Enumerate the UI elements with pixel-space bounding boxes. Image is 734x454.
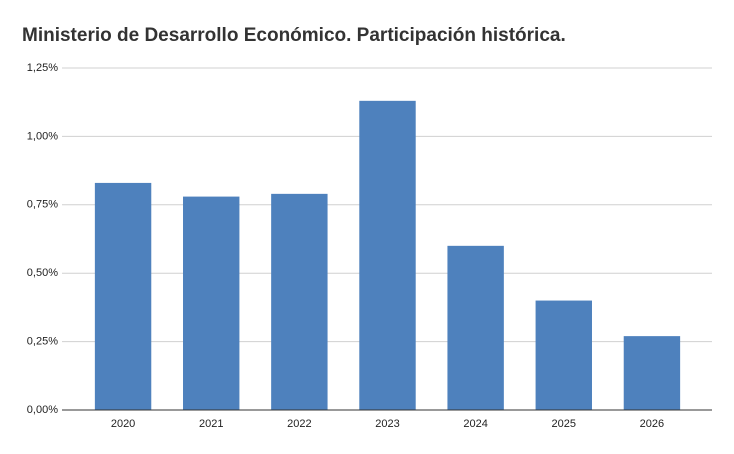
x-tick-label: 2024 <box>463 418 487 430</box>
bar <box>447 245 504 410</box>
x-tick-label: 2025 <box>552 418 576 430</box>
x-tick-label: 2023 <box>375 418 399 430</box>
x-tick-label: 2021 <box>199 418 223 430</box>
x-tick-label: 2026 <box>640 418 664 430</box>
bar <box>623 336 681 410</box>
x-tick-label: 2020 <box>111 418 135 430</box>
bar <box>94 182 152 410</box>
bar <box>183 196 240 410</box>
y-tick-label: 0,75% <box>27 199 58 211</box>
y-tick-label: 0,25% <box>27 336 58 348</box>
y-tick-label: 1,25% <box>27 62 58 74</box>
bar <box>359 100 416 410</box>
bar <box>271 193 328 410</box>
bar <box>535 300 592 410</box>
x-tick-label: 2022 <box>287 418 311 430</box>
chart-title: Ministerio de Desarrollo Económico. Part… <box>22 25 566 46</box>
y-tick-label: 0,00% <box>27 404 58 416</box>
y-tick-label: 0,50% <box>27 267 58 279</box>
y-tick-label: 1,00% <box>27 130 58 142</box>
